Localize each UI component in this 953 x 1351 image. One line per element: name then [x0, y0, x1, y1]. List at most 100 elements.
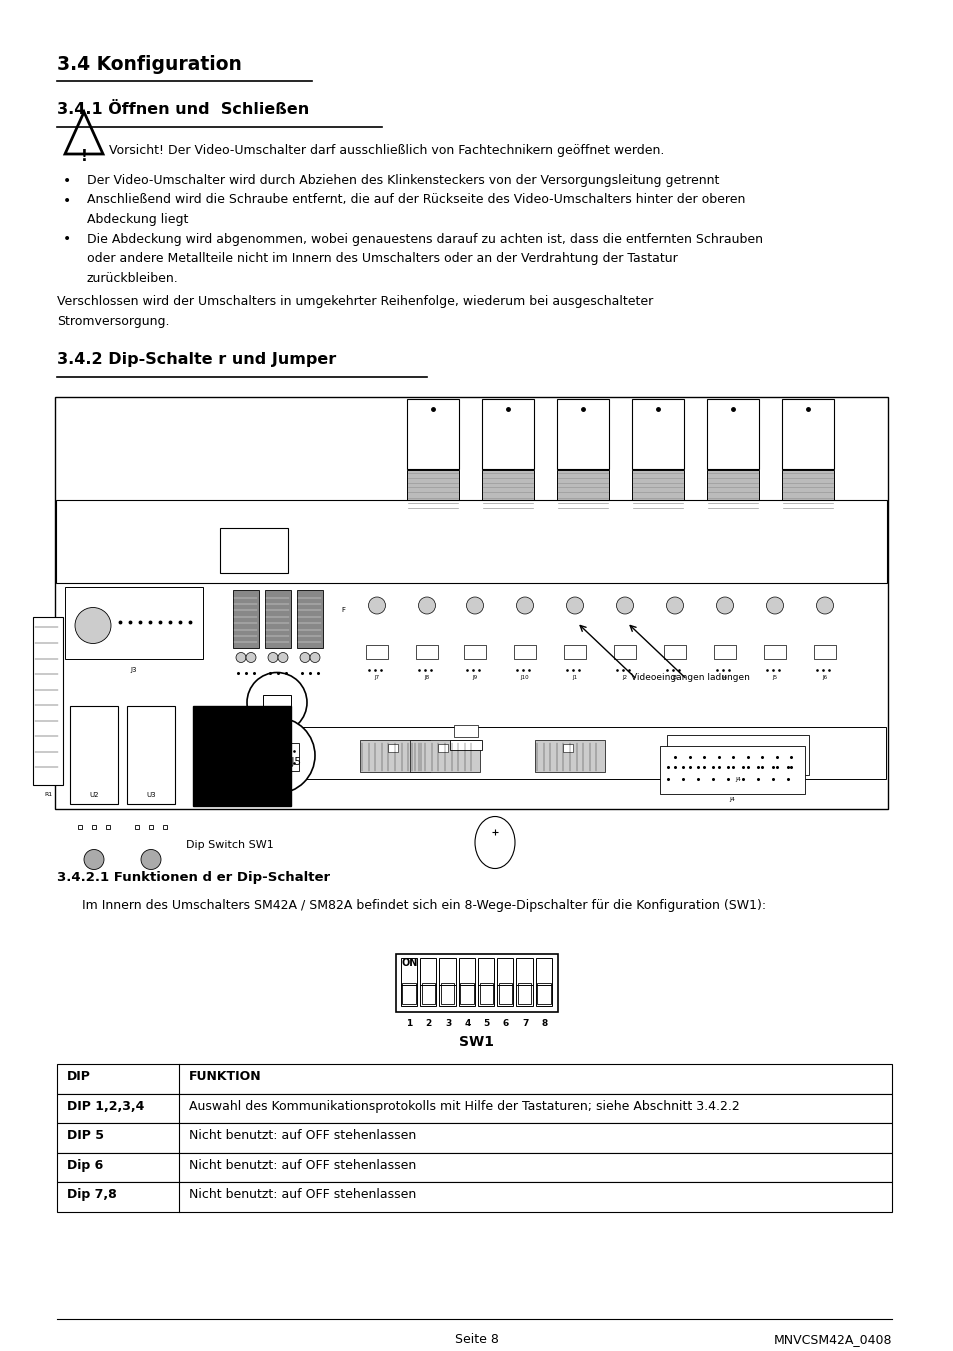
Text: Jumper J5: Jumper J5	[252, 758, 302, 767]
Text: Dip 7,8: Dip 7,8	[67, 1189, 116, 1201]
Bar	[263, 696, 291, 712]
Bar	[659, 747, 804, 794]
Bar	[265, 589, 291, 647]
Circle shape	[247, 673, 307, 732]
Text: R1: R1	[44, 793, 52, 797]
Text: U2: U2	[90, 793, 99, 798]
Circle shape	[716, 597, 733, 613]
Bar	[481, 400, 534, 470]
Text: Anschließend wird die Schraube entfernt, die auf der Rückseite des Video-Umschal: Anschließend wird die Schraube entfernt,…	[87, 193, 744, 207]
Bar	[557, 470, 608, 503]
Text: •: •	[63, 193, 71, 208]
Bar	[420, 958, 436, 1006]
Circle shape	[418, 597, 435, 613]
Text: Verschlossen wird der Umschalters in umgekehrter Reihenfolge, wiederum bei ausge: Verschlossen wird der Umschalters in umg…	[57, 295, 653, 308]
Bar	[563, 646, 585, 659]
Text: Videoeingangen ladungen: Videoeingangen ladungen	[630, 673, 749, 681]
Text: Der Video-Umschalter wird durch Abziehen des Klinkensteckers von der Versorgungs: Der Video-Umschalter wird durch Abziehen…	[87, 174, 719, 186]
Text: J3: J3	[672, 674, 677, 680]
Text: 3.4.1 Öffnen und  Schließen: 3.4.1 Öffnen und Schließen	[57, 101, 309, 118]
Circle shape	[239, 717, 314, 793]
Bar	[70, 707, 118, 804]
Bar	[437, 744, 448, 753]
Bar	[631, 470, 683, 503]
Text: Die Abdeckung wird abgenommen, wobei genauestens darauf zu achten ist, dass die : Die Abdeckung wird abgenommen, wobei gen…	[87, 232, 762, 246]
Bar	[233, 589, 258, 647]
Text: DIP: DIP	[67, 1070, 91, 1084]
Text: J3: J3	[131, 667, 137, 674]
Text: Im Innern des Umschalters SM42A / SM82A befindet sich ein 8-Wege-Dipschalter für: Im Innern des Umschalters SM42A / SM82A …	[82, 900, 765, 912]
Text: J4: J4	[735, 777, 740, 782]
Bar	[55, 397, 887, 809]
Text: 3.4.2 Dip-Schalte r und Jumper: 3.4.2 Dip-Schalte r und Jumper	[57, 353, 335, 367]
Bar	[57, 1182, 891, 1212]
Text: •: •	[63, 232, 71, 246]
Bar	[402, 984, 416, 1005]
Circle shape	[246, 653, 255, 662]
Text: ON: ON	[401, 958, 418, 969]
Bar	[400, 958, 416, 1006]
Bar	[536, 958, 552, 1006]
Text: J4: J4	[238, 774, 244, 780]
Bar	[127, 707, 174, 804]
Bar	[781, 400, 833, 470]
Text: zurückbleiben.: zurückbleiben.	[87, 272, 178, 285]
Bar	[210, 727, 885, 780]
Text: MNVCSM42A_0408: MNVCSM42A_0408	[773, 1333, 891, 1346]
Text: FUNKTION: FUNKTION	[189, 1070, 261, 1084]
Bar	[458, 958, 475, 1006]
Bar	[706, 470, 759, 503]
Bar	[359, 740, 430, 773]
Bar	[57, 1065, 891, 1094]
Bar	[498, 984, 512, 1005]
Bar	[57, 1124, 891, 1152]
Circle shape	[466, 597, 483, 613]
Text: J4: J4	[728, 797, 734, 802]
Bar	[366, 646, 388, 659]
Bar	[631, 400, 683, 470]
Text: J9: J9	[472, 674, 477, 680]
Text: 5: 5	[483, 1020, 489, 1028]
Text: 6: 6	[502, 1020, 509, 1028]
Text: Stromversorgung.: Stromversorgung.	[57, 315, 170, 327]
Bar	[479, 984, 493, 1005]
Text: Abdeckung liegt: Abdeckung liegt	[87, 213, 188, 226]
Bar	[463, 646, 485, 659]
Circle shape	[299, 653, 310, 662]
Bar	[763, 646, 785, 659]
Bar	[562, 744, 573, 753]
Bar	[781, 470, 833, 503]
Text: Nicht benutzt: auf OFF stehenlassen: Nicht benutzt: auf OFF stehenlassen	[189, 1159, 416, 1173]
Circle shape	[616, 597, 633, 613]
Circle shape	[235, 653, 246, 662]
Circle shape	[84, 850, 104, 870]
Circle shape	[816, 597, 833, 613]
Text: J8: J8	[424, 674, 429, 680]
Text: J1: J1	[572, 674, 577, 680]
Bar	[57, 1094, 891, 1124]
Bar	[706, 400, 759, 470]
Bar	[516, 958, 532, 1006]
Text: Nicht benutzt: auf OFF stehenlassen: Nicht benutzt: auf OFF stehenlassen	[189, 1189, 416, 1201]
Text: 3.4.2.1 Funktionen d er Dip-Schalter: 3.4.2.1 Funktionen d er Dip-Schalter	[57, 871, 330, 885]
Bar	[421, 984, 435, 1005]
Bar	[813, 646, 835, 659]
Bar	[296, 589, 323, 647]
Bar	[395, 955, 558, 1012]
Text: J6: J6	[821, 674, 826, 680]
Text: DIP 1,2,3,4: DIP 1,2,3,4	[67, 1100, 144, 1113]
Text: Dip 6: Dip 6	[67, 1159, 103, 1173]
Text: 3: 3	[444, 1020, 451, 1028]
Bar	[410, 740, 479, 773]
Text: F: F	[340, 608, 345, 613]
Bar	[713, 646, 735, 659]
Text: J4: J4	[721, 674, 727, 680]
Bar	[440, 984, 454, 1005]
Text: oder andere Metallteile nicht im Innern des Umschalters oder an der Verdrahtung : oder andere Metallteile nicht im Innern …	[87, 253, 677, 265]
Circle shape	[368, 597, 385, 613]
Bar	[557, 400, 608, 470]
Bar	[663, 646, 685, 659]
Text: J7: J7	[374, 674, 379, 680]
Text: !: !	[80, 149, 88, 163]
Text: 7: 7	[521, 1020, 528, 1028]
